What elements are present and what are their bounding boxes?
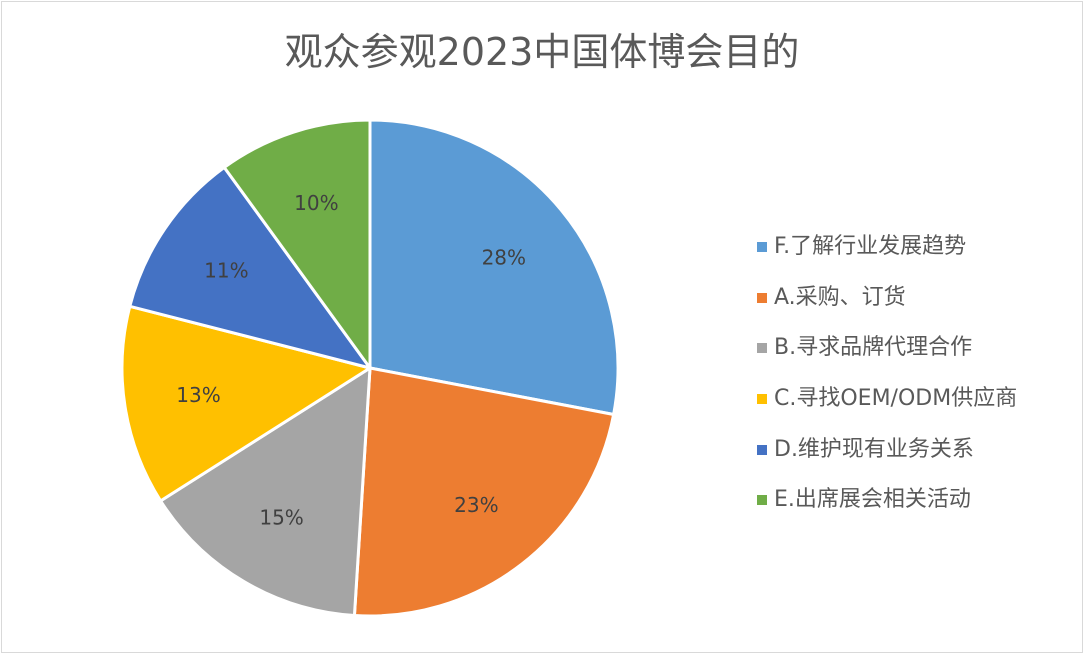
legend-label: D.维护现有业务关系 — [774, 436, 974, 462]
data-label-1: 28% — [482, 245, 526, 269]
legend-swatch — [757, 292, 767, 303]
pie-slices — [120, 118, 620, 618]
pie-slice-1 — [368, 118, 620, 416]
legend-swatch — [757, 242, 767, 253]
legend-item-3: B.寻求品牌代理合作 — [757, 323, 1017, 374]
legend-swatch — [757, 394, 767, 405]
legend-item-1: F.了解行业发展趋势 — [757, 222, 1017, 273]
legend-item-4: C.寻找OEM/ODM供应商 — [757, 374, 1017, 425]
legend-label: A.采购、订货 — [774, 284, 906, 310]
legend-label: E.出席展会相关活动 — [774, 487, 971, 513]
legend-item-6: E.出席展会相关活动 — [757, 475, 1017, 526]
legend-swatch — [757, 495, 767, 506]
legend-item-2: A.采购、订货 — [757, 273, 1017, 324]
data-label-2: 23% — [454, 493, 498, 517]
legend-swatch — [757, 444, 767, 455]
data-label-5: 11% — [204, 258, 248, 282]
legend-label: F.了解行业发展趋势 — [774, 234, 967, 260]
pie-data-labels: 28% 23% 15% 13% 11% 10% — [176, 191, 526, 530]
legend: F.了解行业发展趋势 A.采购、订货 B.寻求品牌代理合作 C.寻找OEM/ODM供应… — [757, 222, 1017, 526]
chart-title: 观众参观2023中国体博会目的 — [284, 30, 800, 74]
pie-slice-2 — [352, 366, 616, 618]
legend-label: B.寻求品牌代理合作 — [774, 335, 973, 361]
pie-slice-3 — [159, 366, 372, 618]
data-label-3: 15% — [259, 505, 303, 529]
legend-item-5: D.维护现有业务关系 — [757, 424, 1017, 475]
pie-slice-4 — [120, 304, 372, 503]
pie-slice-5 — [128, 165, 372, 370]
data-label-6: 10% — [294, 191, 338, 215]
legend-swatch — [757, 343, 767, 354]
data-label-4: 13% — [176, 383, 220, 407]
legend-label: C.寻找OEM/ODM供应商 — [774, 386, 1018, 412]
pie-slice-6 — [222, 118, 372, 370]
